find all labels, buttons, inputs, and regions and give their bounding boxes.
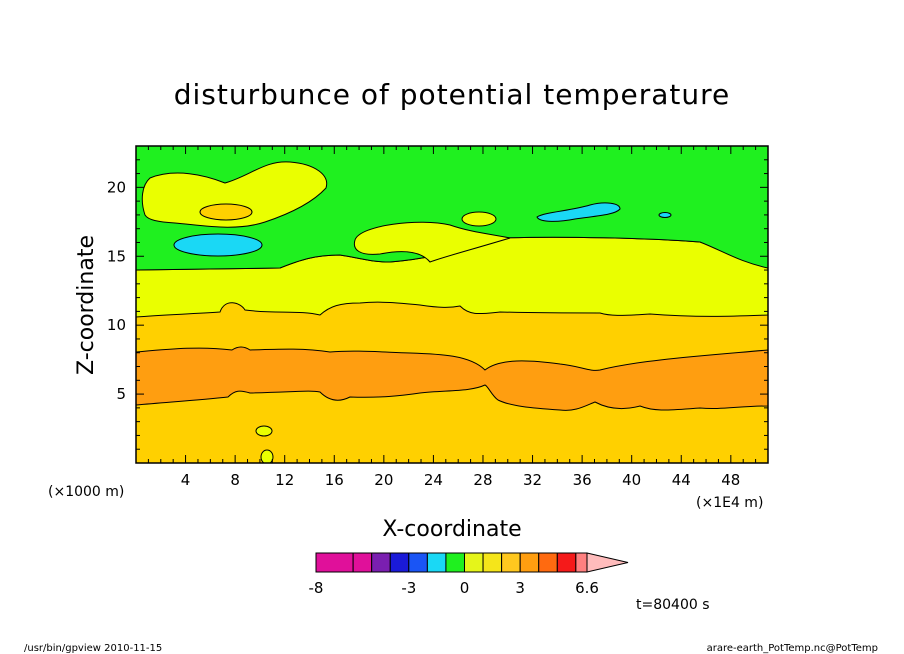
yellow-oval-small: [461, 211, 497, 227]
x-tick-label: 44: [672, 471, 691, 489]
x-tick-label: 8: [230, 471, 240, 489]
yellow-pocket-1: [255, 425, 273, 437]
colorbar-label: -3: [401, 579, 416, 597]
x-tick-label: 16: [325, 471, 344, 489]
yellow-pocket-2: [260, 449, 274, 463]
x-unit-right: (×1E4 m): [696, 495, 763, 511]
y-tick-label: 5: [116, 385, 126, 403]
x-tick-label: 4: [181, 471, 191, 489]
colorbar-cell: [445, 552, 465, 573]
colorbar-label: 6.6: [575, 579, 599, 597]
colorbar-cell: [352, 552, 373, 573]
x-tick-labels: 4 8 12 16 20 24 28 32 36 40 44 48: [181, 471, 741, 489]
x-unit-left: (×1000 m): [48, 484, 124, 500]
colorbar-cell: [408, 552, 428, 573]
orange-band: [136, 346, 768, 411]
colorbar-cell: [463, 552, 484, 573]
cyan-pocket-left: [173, 233, 263, 257]
x-tick-label: 28: [473, 471, 492, 489]
colorbar: [315, 552, 629, 573]
yellow-blob-upper-left: [141, 161, 328, 228]
y-tick-labels: 5 10 15 20: [107, 178, 126, 403]
colorbar-label: 0: [460, 579, 470, 597]
plot-frame: [135, 145, 769, 464]
x-tick-label: 12: [275, 471, 294, 489]
yellow-tongue-middle: [353, 221, 511, 263]
x-tick-label: 20: [374, 471, 393, 489]
colorbar-label: -8: [309, 579, 324, 597]
x-tick-label: 24: [424, 471, 443, 489]
colorbar-cell: [371, 552, 391, 573]
gold-oval: [199, 203, 253, 221]
x-tick-label: 32: [523, 471, 542, 489]
cyan-pocket-tiny: [658, 212, 672, 218]
colorbar-cell: [538, 552, 558, 573]
colorbar-cell: [426, 552, 447, 573]
footer-left: /usr/bin/gpview 2010-11-15: [24, 643, 162, 654]
colorbar-cell: [575, 552, 588, 573]
colorbar-label: 3: [515, 579, 525, 597]
colorbar-labels: -8 -3 0 3 6.6: [309, 579, 599, 597]
y-tick-label: 20: [107, 178, 126, 196]
colorbar-cell: [315, 552, 354, 573]
time-label: t=80400 s: [636, 597, 710, 613]
y-tick-label: 15: [107, 247, 126, 265]
colorbar-over-arrow: [586, 552, 629, 573]
footer-right: arare-earth_PotTemp.nc@PotTemp: [707, 643, 878, 654]
tick-marks: [135, 145, 769, 464]
chart-title: disturbunce of potential temperature: [174, 78, 731, 111]
x-tick-label: 48: [721, 471, 740, 489]
y-tick-label: 10: [107, 316, 126, 334]
colorbar-cell: [501, 552, 521, 573]
x-tick-label: 36: [573, 471, 592, 489]
colorbar-cell: [556, 552, 577, 573]
y-axis-label: Z-coordinate: [74, 235, 99, 375]
x-axis-label: X-coordinate: [382, 517, 521, 542]
cyan-pocket-right: [536, 202, 621, 222]
colorbar-cell: [389, 552, 410, 573]
colorbar-cell: [519, 552, 540, 573]
colorbar-cell: [482, 552, 503, 573]
x-tick-label: 40: [622, 471, 641, 489]
